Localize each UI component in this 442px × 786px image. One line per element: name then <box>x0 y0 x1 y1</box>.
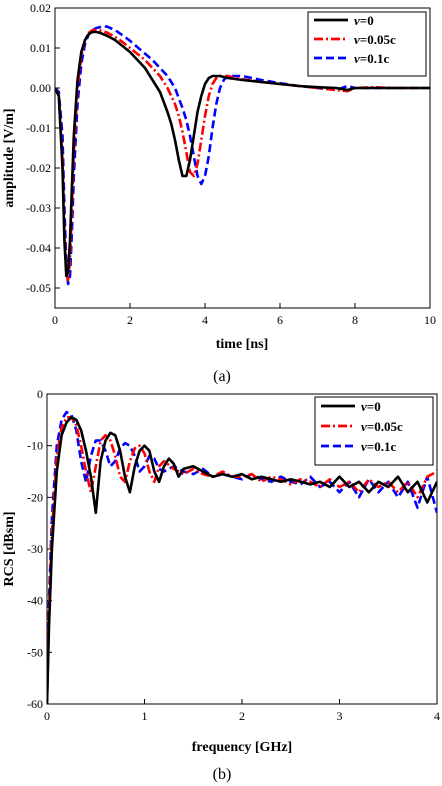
chart-a-x-tick-label: 0 <box>52 313 58 327</box>
chart-b-legend-box <box>314 396 434 466</box>
chart-a-x-tick-label: 8 <box>352 313 358 327</box>
chart-b-x-tick-label: 4 <box>434 709 440 723</box>
chart-a-y-tick-label: -0.03 <box>26 201 51 215</box>
chart-b-legend: v=0 v=0.05c v=0.1c <box>314 396 434 466</box>
chart-b-caption: (b) <box>213 766 232 783</box>
chart-b-y-tick-label: -60 <box>27 697 43 711</box>
chart-b-ticks: 0 1 2 3 4 -60 -50 -40 -30 -20 -10 0 <box>27 387 440 723</box>
chart-a-legend-label: v=0.05c <box>354 32 396 47</box>
chart-a-y-tick-label: 0.02 <box>30 1 51 15</box>
chart-b-y-tick-label: -30 <box>27 542 43 556</box>
chart-b-x-axis-label: frequency [GHz] <box>192 740 292 755</box>
chart-a-x-axis-label: time [ns] <box>216 337 269 352</box>
chart-b-series-line <box>47 416 437 704</box>
chart-b-legend-label: v=0.05c <box>361 419 403 434</box>
chart-b-y-tick-label: -50 <box>27 645 43 659</box>
chart-a-legend-box <box>307 11 427 77</box>
chart-b-lines <box>47 410 437 704</box>
chart-b-legend-label: v=0.1c <box>361 439 396 454</box>
chart-a-y-tick-label: 0.00 <box>30 81 51 95</box>
chart-a-y-tick-label: 0.01 <box>30 41 51 55</box>
chart-b-y-tick-label: -40 <box>27 594 43 608</box>
chart-a-x-tick-label: 4 <box>202 313 208 327</box>
chart-b-y-tick-label: 0 <box>37 387 43 401</box>
chart-b-x-tick-label: 1 <box>142 709 148 723</box>
chart-a-lines <box>55 24 430 286</box>
chart-b-series-line <box>47 410 437 704</box>
chart-a: 0 2 4 6 8 10 -0.05 -0.04 -0.03 -0.02 -0.01 0.00 0.01… <box>2 1 436 385</box>
chart-a-caption: (a) <box>213 368 231 385</box>
chart-a-plot-frame <box>54 7 431 309</box>
chart-a-series-line <box>55 30 430 278</box>
chart-a-legend-label: v=0 <box>354 13 374 28</box>
chart-b-x-tick-label: 0 <box>44 709 50 723</box>
chart-b-y-axis-label: RCS [dBsm] <box>2 511 17 586</box>
chart-a-y-tick-label: -0.02 <box>26 161 51 175</box>
chart-b-y-tick-label: -20 <box>27 490 43 504</box>
chart-a-series-line <box>55 24 430 286</box>
chart-b-x-tick-label: 3 <box>337 709 343 723</box>
chart-a-x-tick-label: 10 <box>424 313 436 327</box>
chart-a-legend-label: v=0.1c <box>354 51 389 66</box>
chart-b-legend-label: v=0 <box>361 399 381 414</box>
chart-a-legend: v=0 v=0.05c v=0.1c <box>307 11 427 77</box>
chart-a-x-tick-label: 6 <box>277 313 283 327</box>
chart-a-y-axis-label: amplitude [V/m] <box>2 108 17 207</box>
chart-a-ticks: 0 2 4 6 8 10 -0.05 -0.04 -0.03 -0.02 -0.01 0.00 0.01… <box>26 1 436 327</box>
chart-b-x-tick-label: 2 <box>239 709 245 723</box>
chart-b-y-tick-label: -10 <box>27 439 43 453</box>
chart-a-y-tick-label: -0.04 <box>26 241 51 255</box>
chart-b-series-line <box>47 416 437 704</box>
chart-b: 0 1 2 3 4 -60 -50 -40 -30 -20 -10 0 frequency [GHz]… <box>2 387 440 783</box>
chart-a-x-tick-label: 2 <box>127 313 133 327</box>
chart-a-y-tick-label: -0.05 <box>26 281 51 295</box>
chart-a-y-tick-label: -0.01 <box>26 121 51 135</box>
